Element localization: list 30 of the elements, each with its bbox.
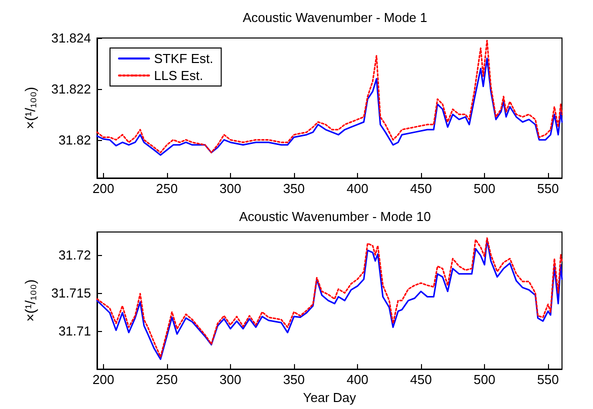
chart-title: Acoustic Wavenumber - Mode 1 <box>242 10 428 25</box>
y-tick-label: 31.822 <box>51 81 91 96</box>
legend-label: LLS Est. <box>154 68 204 83</box>
legend-label: STKF Est. <box>154 51 214 66</box>
y-tick-label: 31.824 <box>51 30 91 46</box>
x-tick-label: 400 <box>346 181 368 196</box>
chart-title: Acoustic Wavenumber - Mode 10 <box>239 209 431 224</box>
y-tick-label: 31.72 <box>58 247 91 262</box>
x-tick-label: 200 <box>92 181 114 196</box>
y-tick-label: 31.82 <box>58 132 91 148</box>
y-axis-title: ×(¹/₁₀₀) <box>22 86 38 130</box>
y-tick-label: 31.71 <box>58 324 91 339</box>
x-tick-label: 350 <box>283 372 305 388</box>
x-tick-label: 200 <box>92 372 114 388</box>
x-tick-label: 250 <box>156 181 178 196</box>
x-tick-label: 500 <box>474 372 496 388</box>
x-tick-label: 300 <box>220 181 242 196</box>
x-tick-label: 500 <box>474 181 496 196</box>
x-tick-label: 450 <box>410 372 432 388</box>
line-series <box>96 40 563 154</box>
x-tick-label: 550 <box>537 372 559 388</box>
x-tick-label: 300 <box>220 372 242 388</box>
x-tick-label: 350 <box>283 181 305 196</box>
x-tick-label: 450 <box>410 181 432 196</box>
y-axis-title: ×(¹/₁₀₀) <box>22 279 38 322</box>
y-tick-label: 31.715 <box>51 285 91 300</box>
x-tick-label: 250 <box>156 372 178 388</box>
x-tick-label: 400 <box>346 372 368 388</box>
x-tick-label: 550 <box>537 181 559 196</box>
x-axis-title: Year Day <box>303 390 356 405</box>
